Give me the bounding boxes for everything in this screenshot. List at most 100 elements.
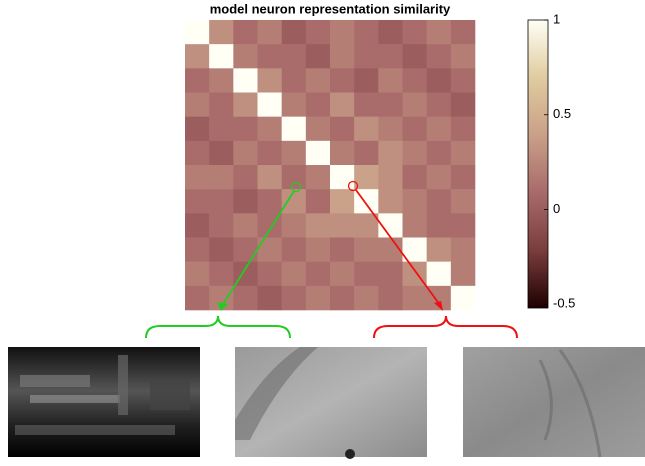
cell bbox=[451, 117, 475, 141]
cell bbox=[451, 44, 475, 68]
cell bbox=[354, 20, 378, 44]
cell bbox=[185, 286, 209, 310]
cell bbox=[427, 262, 451, 286]
cell bbox=[306, 93, 330, 117]
colorbar bbox=[528, 20, 548, 308]
cell bbox=[258, 44, 282, 68]
cell bbox=[306, 141, 330, 165]
cell bbox=[427, 20, 451, 44]
cell bbox=[306, 189, 330, 213]
cell bbox=[258, 189, 282, 213]
cell bbox=[258, 93, 282, 117]
cell bbox=[258, 286, 282, 310]
image-2 bbox=[235, 347, 427, 459]
colorbar-tick-label: 0.5 bbox=[553, 106, 571, 121]
cell bbox=[378, 141, 402, 165]
cell bbox=[378, 44, 402, 68]
cell bbox=[451, 165, 475, 189]
cell bbox=[378, 286, 402, 310]
image-3 bbox=[463, 347, 645, 457]
cell bbox=[451, 262, 475, 286]
cell bbox=[185, 141, 209, 165]
cell bbox=[209, 68, 233, 92]
cell bbox=[233, 44, 257, 68]
cell bbox=[306, 117, 330, 141]
cell bbox=[378, 189, 402, 213]
cell bbox=[185, 117, 209, 141]
cell bbox=[258, 165, 282, 189]
cell bbox=[427, 213, 451, 237]
cell bbox=[306, 20, 330, 44]
cell bbox=[282, 44, 306, 68]
cell bbox=[233, 68, 257, 92]
cell bbox=[354, 44, 378, 68]
cell bbox=[330, 238, 354, 262]
cell bbox=[185, 93, 209, 117]
cell bbox=[451, 238, 475, 262]
green-brace bbox=[146, 316, 290, 338]
cell bbox=[354, 141, 378, 165]
cell bbox=[306, 213, 330, 237]
cell bbox=[282, 117, 306, 141]
cell bbox=[451, 68, 475, 92]
cell bbox=[427, 44, 451, 68]
cell bbox=[427, 117, 451, 141]
cell bbox=[185, 189, 209, 213]
figure: model neuron representation similarity 1… bbox=[0, 0, 645, 461]
cell bbox=[427, 165, 451, 189]
cell bbox=[330, 117, 354, 141]
cell bbox=[209, 262, 233, 286]
cell bbox=[209, 189, 233, 213]
cell bbox=[451, 213, 475, 237]
cell bbox=[282, 286, 306, 310]
cell bbox=[233, 141, 257, 165]
cell bbox=[330, 213, 354, 237]
cell bbox=[378, 262, 402, 286]
cell bbox=[378, 20, 402, 44]
cell bbox=[403, 93, 427, 117]
cell bbox=[306, 165, 330, 189]
colorbar-tick-label: 0 bbox=[553, 201, 560, 216]
colorbar-tick-label: 1 bbox=[553, 11, 560, 26]
cell bbox=[209, 20, 233, 44]
cell bbox=[427, 238, 451, 262]
cell bbox=[209, 165, 233, 189]
cell bbox=[330, 262, 354, 286]
cell bbox=[209, 93, 233, 117]
cell bbox=[258, 141, 282, 165]
cell bbox=[306, 68, 330, 92]
cell bbox=[233, 117, 257, 141]
cell bbox=[185, 262, 209, 286]
cell bbox=[330, 141, 354, 165]
cell bbox=[185, 20, 209, 44]
cell bbox=[185, 238, 209, 262]
cell bbox=[258, 262, 282, 286]
cell bbox=[330, 68, 354, 92]
cell bbox=[354, 262, 378, 286]
cell bbox=[209, 238, 233, 262]
cell bbox=[209, 213, 233, 237]
cell bbox=[258, 117, 282, 141]
cell bbox=[451, 20, 475, 44]
image-1 bbox=[8, 347, 200, 457]
cell bbox=[282, 262, 306, 286]
cell bbox=[209, 44, 233, 68]
cell bbox=[354, 68, 378, 92]
cell bbox=[403, 68, 427, 92]
cell bbox=[233, 238, 257, 262]
cell bbox=[306, 44, 330, 68]
cell bbox=[209, 141, 233, 165]
cell bbox=[282, 165, 306, 189]
cell bbox=[451, 93, 475, 117]
cell bbox=[185, 68, 209, 92]
cell bbox=[427, 189, 451, 213]
cell bbox=[233, 93, 257, 117]
cell bbox=[403, 117, 427, 141]
cell bbox=[354, 117, 378, 141]
cell bbox=[233, 165, 257, 189]
cell bbox=[258, 238, 282, 262]
cell bbox=[258, 20, 282, 44]
cell bbox=[403, 141, 427, 165]
cell bbox=[185, 165, 209, 189]
heatmap bbox=[185, 20, 475, 310]
